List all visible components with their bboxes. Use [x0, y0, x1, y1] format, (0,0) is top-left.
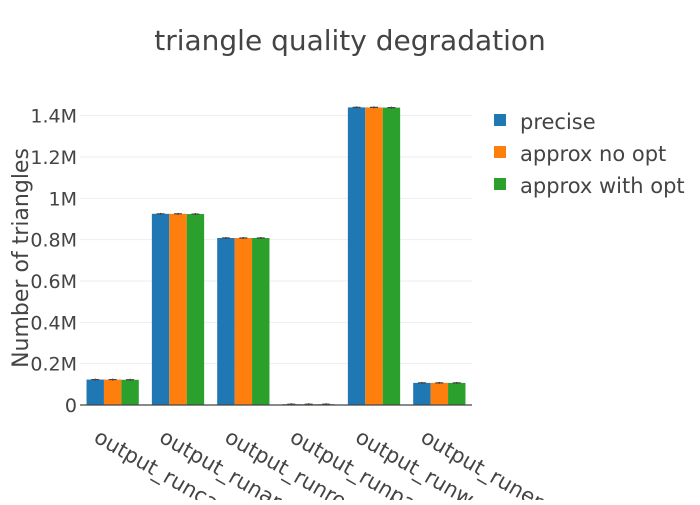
y-tick-label: 0.2M: [30, 354, 77, 376]
bar[interactable]: [86, 379, 104, 405]
bars: [80, 106, 472, 406]
y-tick-label: 1.2M: [30, 147, 77, 169]
error-bar: [156, 212, 165, 215]
bar[interactable]: [151, 213, 170, 405]
error-bar: [174, 212, 182, 215]
legend-swatch: [494, 146, 506, 158]
error-bar: [256, 237, 265, 240]
y-tick-label: 0.4M: [30, 312, 77, 334]
bar[interactable]: [430, 382, 449, 405]
error-bar: [221, 237, 230, 240]
error-bar: [191, 213, 200, 216]
legend-label: precise: [520, 110, 596, 134]
error-bar: [126, 378, 135, 381]
bar[interactable]: [365, 107, 383, 406]
legend[interactable]: precise approx no opt approx with opt: [494, 110, 685, 198]
y-tick-label: 0: [65, 395, 77, 417]
bar[interactable]: [252, 238, 270, 405]
y-tick-label: 1.4M: [30, 106, 77, 128]
error-bar: [417, 381, 426, 384]
bar[interactable]: [347, 107, 366, 406]
error-bar: [239, 237, 248, 240]
y-axis-ticks: 0 0.2M 0.4M 0.6M 0.8M 1M 1.2M 1.4M: [30, 106, 77, 417]
y-axis-label: Number of triangles: [9, 148, 34, 368]
bar[interactable]: [186, 214, 205, 405]
x-axis-ticks: output_runcaoutput_runaroutput_runrooutp…: [90, 425, 551, 505]
bar[interactable]: [234, 238, 253, 405]
legend-swatch: [494, 178, 506, 190]
y-tick-label: 1M: [49, 188, 77, 210]
bar[interactable]: [382, 107, 401, 406]
bar[interactable]: [103, 379, 122, 405]
legend-swatch: [494, 114, 506, 126]
legend-label: approx no opt: [520, 142, 666, 166]
legend-item[interactable]: approx with opt: [494, 174, 685, 198]
error-bar: [435, 381, 444, 384]
error-bar: [387, 106, 396, 109]
legend-label: approx with opt: [520, 174, 685, 198]
gridlines: [80, 115, 472, 365]
y-tick-label: 0.8M: [30, 230, 77, 252]
legend-item[interactable]: approx no opt: [494, 142, 666, 166]
error-bar: [452, 381, 461, 384]
bar[interactable]: [413, 382, 431, 405]
legend-item[interactable]: precise: [494, 110, 596, 134]
error-bar: [108, 378, 117, 381]
bar[interactable]: [217, 238, 235, 405]
bar[interactable]: [169, 213, 187, 405]
bar[interactable]: [121, 379, 139, 405]
error-bar: [352, 106, 361, 109]
bar[interactable]: [448, 382, 466, 405]
chart-title: triangle quality degradation: [154, 24, 546, 57]
error-bar: [91, 378, 100, 381]
error-bar: [370, 106, 378, 109]
y-tick-label: 0.6M: [30, 271, 77, 293]
